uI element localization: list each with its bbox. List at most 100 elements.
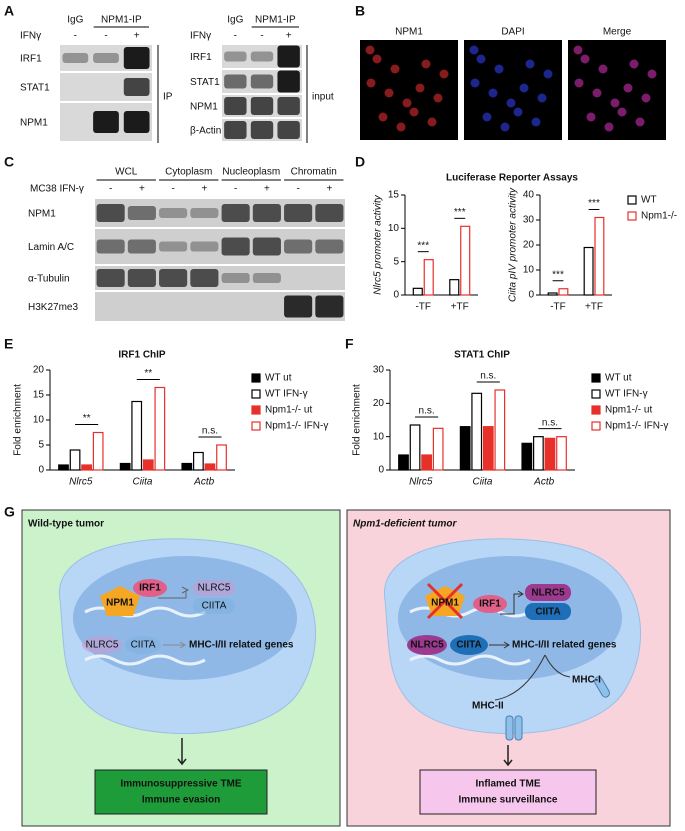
fraction: WCL xyxy=(115,167,138,178)
sign: + xyxy=(139,184,145,195)
bar xyxy=(81,464,92,471)
legend-swatch xyxy=(627,211,637,221)
band xyxy=(127,269,156,287)
cell-dot xyxy=(513,107,523,117)
legend-label: WT ut xyxy=(605,373,632,384)
y-tick-label: 0 xyxy=(528,290,534,301)
band xyxy=(224,74,247,89)
y-tick-label: 15 xyxy=(388,190,400,201)
legend-label: WT ut xyxy=(265,373,292,384)
micrograph xyxy=(464,40,562,140)
y-tick-label: 40 xyxy=(523,190,535,201)
protein: NPM1 xyxy=(106,598,134,609)
band xyxy=(93,111,119,133)
cell-dot xyxy=(592,88,602,98)
significance: *** xyxy=(588,198,600,209)
row-label: α-Tubulin xyxy=(28,274,70,285)
bar xyxy=(92,431,104,471)
y-tick-label: 30 xyxy=(523,215,535,226)
band xyxy=(277,97,300,115)
cell-dot xyxy=(476,54,486,64)
cell-dot xyxy=(384,88,394,98)
significance: n.s. xyxy=(419,406,435,417)
y-tick-label: 0 xyxy=(378,465,384,476)
dna xyxy=(84,654,206,666)
cell-dot xyxy=(580,54,590,64)
band xyxy=(250,97,274,115)
mhc: MHC-II xyxy=(472,701,504,712)
group-label: input xyxy=(312,92,334,103)
row-label: IRF1 xyxy=(20,54,42,65)
band xyxy=(315,295,344,318)
legend-label: Npm1-/- IFN-γ xyxy=(265,421,328,432)
ciita-shape xyxy=(125,636,161,654)
cell-dot xyxy=(439,69,449,79)
panel-label: C xyxy=(4,154,14,170)
cell-dot xyxy=(494,64,504,74)
bar xyxy=(193,451,204,471)
outcome-box xyxy=(94,769,268,815)
band xyxy=(224,51,247,62)
treatment: IFNγ xyxy=(20,31,41,42)
cell-dot xyxy=(366,78,376,88)
ciita-shape xyxy=(193,598,235,614)
fraction: Cytoplasm xyxy=(165,167,212,178)
cell-dot xyxy=(586,112,596,122)
ciita-shape xyxy=(525,603,571,620)
x-tick-label: +TF xyxy=(451,302,469,313)
cell-dot xyxy=(573,45,583,55)
row-label: H3K27me3 xyxy=(28,302,78,313)
bar xyxy=(533,436,544,471)
outcome: Immunosuppressive TME xyxy=(120,779,241,790)
significance: n.s. xyxy=(202,426,218,437)
band xyxy=(127,239,156,254)
micrograph xyxy=(568,40,666,140)
cell-dot xyxy=(617,107,627,117)
x-tick-label: -TF xyxy=(415,302,431,313)
bar xyxy=(460,225,471,296)
sign: - xyxy=(74,31,77,42)
outcome: Immune evasion xyxy=(142,795,220,806)
chart-title: Luciferase Reporter Assays xyxy=(446,173,578,184)
band xyxy=(277,45,300,68)
band xyxy=(190,208,219,218)
bar xyxy=(423,259,434,296)
outcome-box xyxy=(419,769,597,815)
significance: *** xyxy=(417,240,429,251)
band xyxy=(62,53,89,63)
cell-dot xyxy=(647,69,657,79)
bar xyxy=(521,442,533,471)
col-header: IgG xyxy=(227,15,243,26)
bar xyxy=(421,454,432,471)
sign: - xyxy=(260,31,263,42)
cell-dot xyxy=(537,93,547,103)
legend-swatch xyxy=(591,373,601,383)
band xyxy=(93,53,119,63)
y-tick-label: 10 xyxy=(523,265,535,276)
band xyxy=(221,237,250,256)
bar xyxy=(154,386,166,471)
protein: CIITA xyxy=(535,607,560,618)
cell-dot xyxy=(519,83,529,93)
bar xyxy=(181,462,193,471)
protein: NLRC5 xyxy=(410,640,444,651)
legend-label: Npm1-/- IFN-γ xyxy=(605,421,668,432)
band xyxy=(221,204,250,222)
arrow xyxy=(500,590,524,615)
y-tick-label: 5 xyxy=(38,440,44,451)
significance: *** xyxy=(552,269,564,280)
cell-dot xyxy=(506,98,516,108)
legend-label: WT IFN-γ xyxy=(605,389,648,400)
legend-swatch xyxy=(591,389,601,399)
sign: - xyxy=(234,31,237,42)
y-axis-label: Fold enrichment xyxy=(352,384,363,456)
y-tick-label: 5 xyxy=(393,256,399,267)
x-tick-label: +TF xyxy=(585,302,603,313)
legend-label: WT xyxy=(641,195,657,206)
mhc: MHC-I xyxy=(572,675,601,686)
y-tick-label: 0 xyxy=(38,465,44,476)
panel-label: D xyxy=(355,154,365,170)
legend-label: Npm1-/- ut xyxy=(605,405,652,416)
cell-dot xyxy=(598,64,608,74)
panel-label: E xyxy=(4,336,13,352)
